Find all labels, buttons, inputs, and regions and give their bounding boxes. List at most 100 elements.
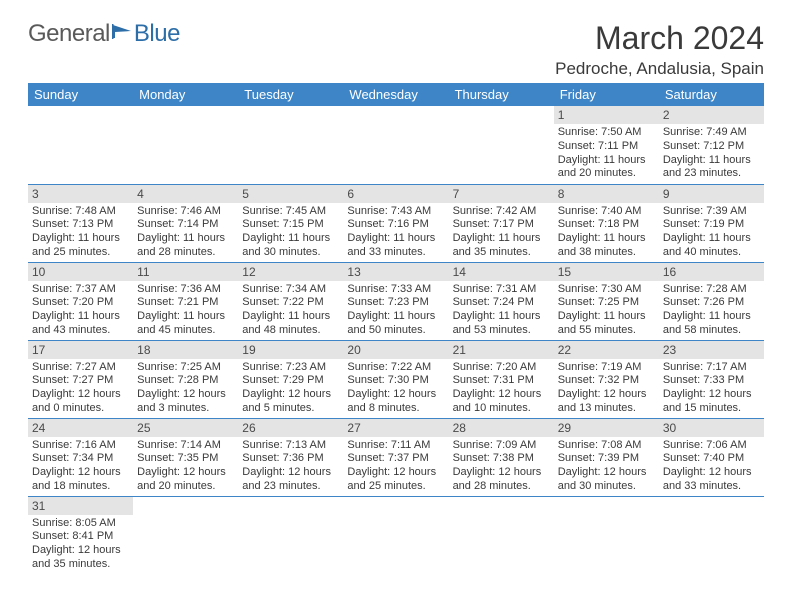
sunrise-text: Sunrise: 7:37 AM — [32, 283, 129, 297]
sunrise-text: Sunrise: 7:14 AM — [137, 439, 234, 453]
day-number: 21 — [449, 341, 554, 359]
day-details: Sunrise: 7:27 AMSunset: 7:27 PMDaylight:… — [28, 359, 133, 418]
sunset-text: Sunset: 7:27 PM — [32, 374, 129, 388]
calendar-day-cell: 17Sunrise: 7:27 AMSunset: 7:27 PMDayligh… — [28, 340, 133, 418]
day-details: Sunrise: 7:11 AMSunset: 7:37 PMDaylight:… — [343, 437, 448, 496]
daylight-text: Daylight: 11 hours and 23 minutes. — [663, 154, 760, 182]
daylight-text: Daylight: 11 hours and 50 minutes. — [347, 310, 444, 338]
location-subtitle: Pedroche, Andalusia, Spain — [555, 59, 764, 79]
daylight-text: Daylight: 11 hours and 33 minutes. — [347, 232, 444, 260]
sunset-text: Sunset: 7:40 PM — [663, 452, 760, 466]
calendar-day-cell: 12Sunrise: 7:34 AMSunset: 7:22 PMDayligh… — [238, 262, 343, 340]
day-number: 17 — [28, 341, 133, 359]
daylight-text: Daylight: 12 hours and 35 minutes. — [32, 544, 129, 572]
day-details: Sunrise: 7:46 AMSunset: 7:14 PMDaylight:… — [133, 203, 238, 262]
flag-icon — [111, 23, 133, 46]
day-details: Sunrise: 7:06 AMSunset: 7:40 PMDaylight:… — [659, 437, 764, 496]
day-details: Sunrise: 7:48 AMSunset: 7:13 PMDaylight:… — [28, 203, 133, 262]
day-details: Sunrise: 7:40 AMSunset: 7:18 PMDaylight:… — [554, 203, 659, 262]
day-number: 6 — [343, 185, 448, 203]
calendar-day-cell — [343, 496, 448, 574]
calendar-day-cell: 11Sunrise: 7:36 AMSunset: 7:21 PMDayligh… — [133, 262, 238, 340]
calendar-day-cell: 29Sunrise: 7:08 AMSunset: 7:39 PMDayligh… — [554, 418, 659, 496]
day-details: Sunrise: 7:22 AMSunset: 7:30 PMDaylight:… — [343, 359, 448, 418]
day-number: 1 — [554, 106, 659, 124]
sunset-text: Sunset: 7:33 PM — [663, 374, 760, 388]
sunrise-text: Sunrise: 7:39 AM — [663, 205, 760, 219]
daylight-text: Daylight: 12 hours and 13 minutes. — [558, 388, 655, 416]
day-details: Sunrise: 7:14 AMSunset: 7:35 PMDaylight:… — [133, 437, 238, 496]
daylight-text: Daylight: 12 hours and 30 minutes. — [558, 466, 655, 494]
day-number: 28 — [449, 419, 554, 437]
calendar-day-cell: 3Sunrise: 7:48 AMSunset: 7:13 PMDaylight… — [28, 184, 133, 262]
sunrise-text: Sunrise: 7:50 AM — [558, 126, 655, 140]
calendar-day-cell: 10Sunrise: 7:37 AMSunset: 7:20 PMDayligh… — [28, 262, 133, 340]
sunrise-text: Sunrise: 7:27 AM — [32, 361, 129, 375]
calendar-day-cell: 9Sunrise: 7:39 AMSunset: 7:19 PMDaylight… — [659, 184, 764, 262]
weekday-header: Saturday — [659, 83, 764, 106]
day-details: Sunrise: 7:36 AMSunset: 7:21 PMDaylight:… — [133, 281, 238, 340]
daylight-text: Daylight: 11 hours and 20 minutes. — [558, 154, 655, 182]
header: General Blue March 2024 Pedroche, Andalu… — [28, 20, 764, 79]
sunset-text: Sunset: 7:18 PM — [558, 218, 655, 232]
day-details: Sunrise: 7:45 AMSunset: 7:15 PMDaylight:… — [238, 203, 343, 262]
sunrise-text: Sunrise: 7:34 AM — [242, 283, 339, 297]
calendar-day-cell — [449, 106, 554, 184]
calendar-week-row: 17Sunrise: 7:27 AMSunset: 7:27 PMDayligh… — [28, 340, 764, 418]
day-number: 26 — [238, 419, 343, 437]
sunrise-text: Sunrise: 7:30 AM — [558, 283, 655, 297]
day-number: 14 — [449, 263, 554, 281]
sunset-text: Sunset: 7:35 PM — [137, 452, 234, 466]
weekday-header: Sunday — [28, 83, 133, 106]
daylight-text: Daylight: 12 hours and 5 minutes. — [242, 388, 339, 416]
calendar-day-cell: 26Sunrise: 7:13 AMSunset: 7:36 PMDayligh… — [238, 418, 343, 496]
calendar-day-cell — [659, 496, 764, 574]
calendar-day-cell: 23Sunrise: 7:17 AMSunset: 7:33 PMDayligh… — [659, 340, 764, 418]
daylight-text: Daylight: 12 hours and 20 minutes. — [137, 466, 234, 494]
calendar-day-cell: 30Sunrise: 7:06 AMSunset: 7:40 PMDayligh… — [659, 418, 764, 496]
sunset-text: Sunset: 7:34 PM — [32, 452, 129, 466]
sunset-text: Sunset: 7:39 PM — [558, 452, 655, 466]
calendar-week-row: 10Sunrise: 7:37 AMSunset: 7:20 PMDayligh… — [28, 262, 764, 340]
weekday-header: Thursday — [449, 83, 554, 106]
calendar-day-cell — [28, 106, 133, 184]
calendar-day-cell: 18Sunrise: 7:25 AMSunset: 7:28 PMDayligh… — [133, 340, 238, 418]
daylight-text: Daylight: 11 hours and 48 minutes. — [242, 310, 339, 338]
day-details: Sunrise: 7:16 AMSunset: 7:34 PMDaylight:… — [28, 437, 133, 496]
calendar-day-cell: 14Sunrise: 7:31 AMSunset: 7:24 PMDayligh… — [449, 262, 554, 340]
daylight-text: Daylight: 11 hours and 55 minutes. — [558, 310, 655, 338]
calendar-day-cell: 4Sunrise: 7:46 AMSunset: 7:14 PMDaylight… — [133, 184, 238, 262]
day-details: Sunrise: 7:39 AMSunset: 7:19 PMDaylight:… — [659, 203, 764, 262]
calendar-day-cell — [238, 106, 343, 184]
day-details: Sunrise: 7:43 AMSunset: 7:16 PMDaylight:… — [343, 203, 448, 262]
sunrise-text: Sunrise: 7:20 AM — [453, 361, 550, 375]
weekday-header: Wednesday — [343, 83, 448, 106]
day-number: 10 — [28, 263, 133, 281]
calendar-day-cell: 22Sunrise: 7:19 AMSunset: 7:32 PMDayligh… — [554, 340, 659, 418]
day-details: Sunrise: 7:20 AMSunset: 7:31 PMDaylight:… — [449, 359, 554, 418]
sunrise-text: Sunrise: 7:09 AM — [453, 439, 550, 453]
sunrise-text: Sunrise: 7:36 AM — [137, 283, 234, 297]
daylight-text: Daylight: 12 hours and 0 minutes. — [32, 388, 129, 416]
calendar-day-cell: 25Sunrise: 7:14 AMSunset: 7:35 PMDayligh… — [133, 418, 238, 496]
calendar-day-cell — [133, 106, 238, 184]
logo-text-blue: Blue — [134, 20, 180, 48]
daylight-text: Daylight: 12 hours and 8 minutes. — [347, 388, 444, 416]
daylight-text: Daylight: 11 hours and 30 minutes. — [242, 232, 339, 260]
sunrise-text: Sunrise: 7:06 AM — [663, 439, 760, 453]
calendar-day-cell — [449, 496, 554, 574]
daylight-text: Daylight: 11 hours and 28 minutes. — [137, 232, 234, 260]
sunset-text: Sunset: 7:22 PM — [242, 296, 339, 310]
day-number: 4 — [133, 185, 238, 203]
day-details: Sunrise: 7:25 AMSunset: 7:28 PMDaylight:… — [133, 359, 238, 418]
calendar-day-cell — [554, 496, 659, 574]
page-title: March 2024 — [555, 20, 764, 57]
sunset-text: Sunset: 7:36 PM — [242, 452, 339, 466]
calendar-week-row: 1Sunrise: 7:50 AMSunset: 7:11 PMDaylight… — [28, 106, 764, 184]
daylight-text: Daylight: 12 hours and 28 minutes. — [453, 466, 550, 494]
day-details: Sunrise: 7:09 AMSunset: 7:38 PMDaylight:… — [449, 437, 554, 496]
sunset-text: Sunset: 7:16 PM — [347, 218, 444, 232]
day-details: Sunrise: 7:19 AMSunset: 7:32 PMDaylight:… — [554, 359, 659, 418]
day-details: Sunrise: 7:33 AMSunset: 7:23 PMDaylight:… — [343, 281, 448, 340]
day-number: 5 — [238, 185, 343, 203]
